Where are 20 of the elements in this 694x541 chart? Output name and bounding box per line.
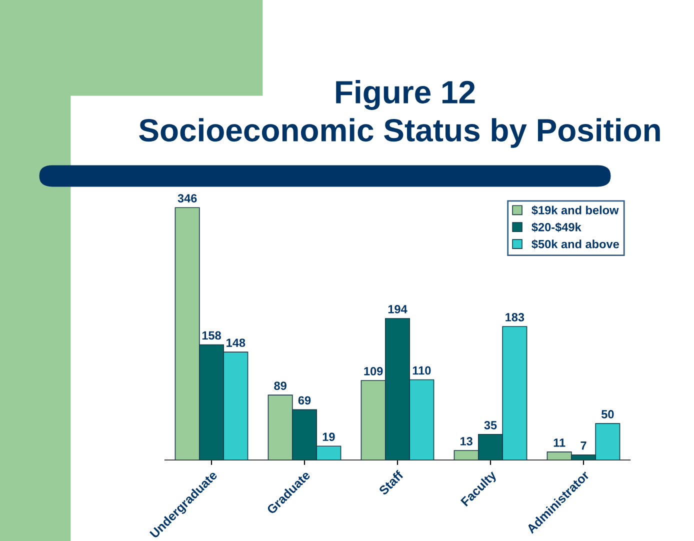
data-label: 11 [554, 438, 566, 447]
data-label: 7 [580, 442, 586, 450]
data-label: 158 [202, 331, 221, 340]
data-label: 194 [388, 305, 408, 314]
data-label: 89 [274, 382, 286, 390]
data-label: 183 [506, 313, 524, 322]
legend-label: $19k and below [532, 205, 619, 216]
data-label: 69 [298, 396, 311, 405]
data-label: 110 [412, 366, 431, 375]
chart-title: Figure 12 [336, 80, 475, 110]
data-label: 19 [322, 432, 335, 442]
chart-subtitle: Socioeconomic Status by Position [139, 118, 660, 148]
data-label: 50 [601, 410, 614, 418]
data-label: 346 [178, 194, 197, 203]
data-label: 35 [484, 421, 497, 430]
legend-label: $50k and above [532, 239, 619, 250]
data-label: 148 [226, 338, 246, 347]
legend-label: $20-$49k [532, 222, 582, 232]
data-label: 109 [364, 367, 383, 376]
data-label: 13 [460, 437, 472, 446]
